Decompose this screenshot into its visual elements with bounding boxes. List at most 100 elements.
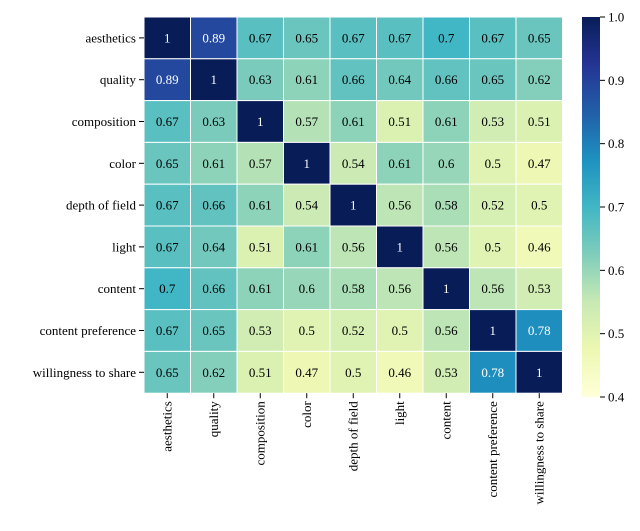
cell-value-label: 0.56 xyxy=(481,281,504,296)
cell-value-label: 0.54 xyxy=(295,198,318,213)
cell-value-label: 0.53 xyxy=(249,323,272,338)
cell-value-label: 0.65 xyxy=(156,365,179,380)
cell-value-label: 0.54 xyxy=(342,156,365,171)
cell-value-label: 0.61 xyxy=(249,281,272,296)
cell-value-label: 1 xyxy=(350,198,357,213)
cell-value-label: 1 xyxy=(164,30,171,45)
colorbar-tick-label: 1.0 xyxy=(608,10,624,25)
cell-value-label: 0.89 xyxy=(156,72,179,87)
cell-value-label: 1 xyxy=(397,239,404,254)
cell-value-label: 0.61 xyxy=(295,239,318,254)
cell-value-label: 0.53 xyxy=(481,114,504,129)
colorbar-tick-label: 0.6 xyxy=(608,263,625,278)
cell-value-label: 0.67 xyxy=(156,239,179,254)
heatmap-cell xyxy=(283,141,331,185)
cell-value-label: 0.67 xyxy=(388,30,411,45)
heatmap-cell xyxy=(143,225,191,269)
colorbar-tick-label: 0.7 xyxy=(608,200,625,215)
cell-value-label: 0.56 xyxy=(388,198,411,213)
heatmap-cells xyxy=(143,16,563,394)
cell-value-label: 0.62 xyxy=(528,72,551,87)
cell-value-label: 0.62 xyxy=(202,365,225,380)
heatmap-value-labels: 1 0.89 0.67 0.65 0.67 0.67 0.7 0.67 0.65 0.89 1 0.6… xyxy=(156,30,551,379)
cell-value-label: 0.67 xyxy=(156,198,179,213)
colorbar: 0.4 0.5 0.6 0.7 0.8 0.9 1.0 xyxy=(582,10,625,405)
heatmap-cell xyxy=(283,225,331,269)
cell-value-label: 0.57 xyxy=(295,114,318,129)
cell-value-label: 0.5 xyxy=(345,365,361,380)
cell-value-label: 0.51 xyxy=(388,114,411,129)
column-labels: aesthetics quality composition color depth o… xyxy=(160,393,547,504)
cell-value-label: 1 xyxy=(257,114,264,129)
heatmap-cell xyxy=(143,16,191,60)
cell-value-label: 0.5 xyxy=(531,198,547,213)
heatmap-cell xyxy=(329,100,377,143)
heatmap-cell xyxy=(329,225,377,269)
cell-value-label: 0.5 xyxy=(485,156,501,171)
heatmap-cell xyxy=(422,350,470,394)
column-label: content preference xyxy=(485,401,500,498)
row-labels: aesthetics quality composition color depth o… xyxy=(33,30,144,380)
cell-value-label: 0.47 xyxy=(295,365,318,380)
heatmap-cell xyxy=(469,58,517,102)
row-label: light xyxy=(112,239,136,254)
cell-value-label: 0.66 xyxy=(202,281,225,296)
cell-value-label: 0.46 xyxy=(528,239,551,254)
cell-value-label: 0.61 xyxy=(435,114,458,129)
cell-value-label: 1 xyxy=(443,281,450,296)
heatmap-cell xyxy=(422,58,470,102)
cell-value-label: 0.58 xyxy=(435,198,458,213)
heatmap-cell xyxy=(515,225,563,269)
cell-value-label: 0.53 xyxy=(528,281,551,296)
heatmap-cell xyxy=(329,350,377,394)
cell-value-label: 0.63 xyxy=(249,72,272,87)
cell-value-label: 0.67 xyxy=(342,30,365,45)
heatmap-cell xyxy=(190,141,238,185)
heatmap-cell xyxy=(283,309,331,352)
cell-value-label: 0.67 xyxy=(481,30,504,45)
heatmap-cell xyxy=(329,267,377,311)
heatmap-cell xyxy=(236,350,284,394)
cell-value-label: 0.65 xyxy=(528,30,551,45)
heatmap-cell xyxy=(469,16,517,60)
cell-value-label: 0.56 xyxy=(342,239,365,254)
heatmap-cell xyxy=(143,309,191,352)
cell-value-label: 0.7 xyxy=(159,281,176,296)
cell-value-label: 0.61 xyxy=(202,156,225,171)
cell-value-label: 0.61 xyxy=(342,114,365,129)
cell-value-label: 0.65 xyxy=(481,72,504,87)
heatmap-cell xyxy=(190,100,238,143)
colorbar-tick-label: 0.8 xyxy=(608,136,624,151)
heatmap-cell xyxy=(190,350,238,394)
heatmap-cell xyxy=(190,16,238,60)
heatmap-cell xyxy=(283,100,331,143)
cell-value-label: 0.6 xyxy=(438,156,455,171)
cell-value-label: 0.57 xyxy=(249,156,272,171)
heatmap-cell xyxy=(283,183,331,227)
heatmap-cell xyxy=(422,309,470,352)
cell-value-label: 0.46 xyxy=(388,365,411,380)
heatmap-cell xyxy=(143,267,191,311)
heatmap-cell xyxy=(143,183,191,227)
heatmap-cell xyxy=(236,225,284,269)
cell-value-label: 0.61 xyxy=(388,156,411,171)
cell-value-label: 0.56 xyxy=(435,323,458,338)
heatmap-cell xyxy=(329,58,377,102)
column-label: light xyxy=(392,401,407,425)
column-label: depth of field xyxy=(346,401,361,472)
cell-value-label: 0.67 xyxy=(156,323,179,338)
cell-value-label: 0.64 xyxy=(202,239,225,254)
row-label: willingness to share xyxy=(33,365,136,380)
heatmap-cell xyxy=(143,350,191,394)
cell-value-label: 0.64 xyxy=(388,72,411,87)
column-label: willingness to share xyxy=(532,401,547,504)
cell-value-label: 0.78 xyxy=(481,365,504,380)
cell-value-label: 0.65 xyxy=(295,30,318,45)
cell-value-label: 0.52 xyxy=(481,198,504,213)
row-label: content preference xyxy=(40,323,137,338)
heatmap-cell xyxy=(190,225,238,269)
cell-value-label: 0.65 xyxy=(156,156,179,171)
cell-value-label: 0.51 xyxy=(249,365,272,380)
heatmap-cell xyxy=(376,309,424,352)
